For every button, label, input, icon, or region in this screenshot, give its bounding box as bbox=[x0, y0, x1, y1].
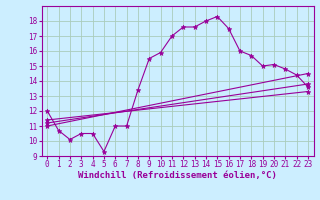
X-axis label: Windchill (Refroidissement éolien,°C): Windchill (Refroidissement éolien,°C) bbox=[78, 171, 277, 180]
